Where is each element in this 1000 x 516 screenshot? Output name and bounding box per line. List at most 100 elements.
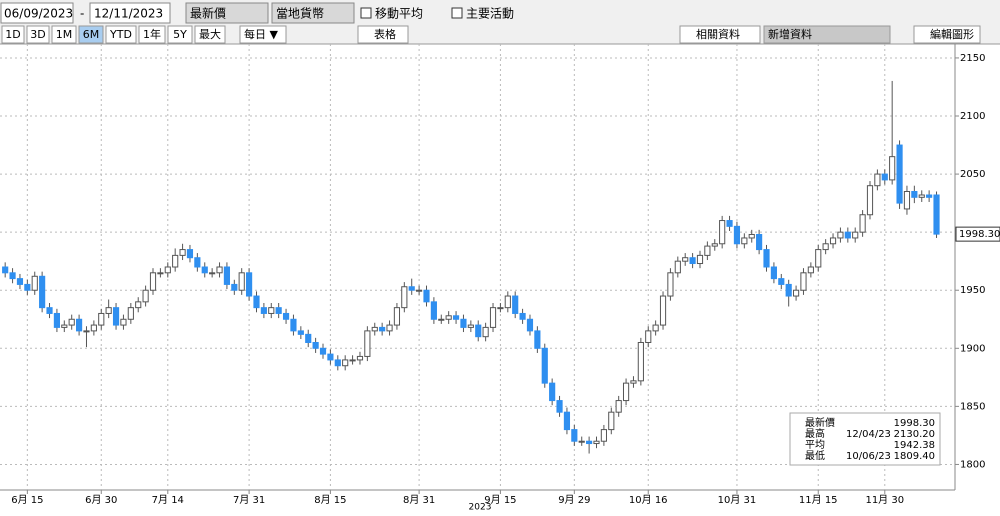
y-tick-label: 2150: [960, 53, 985, 64]
field-select[interactable]: [185, 2, 269, 24]
last-price-box: [955, 226, 1000, 242]
candle-body: [393, 307, 401, 326]
stat-value: 1998.30: [894, 418, 935, 429]
start-date-text: 06/09/2023: [4, 7, 73, 21]
stat-value: 1809.40: [894, 451, 935, 462]
candle-body: [149, 272, 157, 291]
candle-body: [704, 245, 711, 256]
candle-body: [578, 440, 585, 443]
candle-body: [334, 359, 341, 367]
candle-body: [31, 275, 38, 291]
last-price-label: 1998.30: [959, 229, 1000, 240]
range-button[interactable]: [78, 25, 104, 44]
candle-body: [349, 359, 356, 362]
candle-body: [859, 214, 866, 233]
candle-body: [763, 249, 770, 268]
candle-body: [571, 429, 578, 442]
table-text: 表格: [374, 27, 396, 41]
candle-body: [549, 382, 556, 402]
candle-body: [445, 315, 452, 320]
stat-date: 10/06/23: [846, 451, 891, 462]
candle-body: [430, 301, 437, 320]
candle-body: [135, 301, 142, 309]
candle-body: [253, 295, 260, 309]
candle-body: [541, 347, 548, 384]
currency-select[interactable]: [271, 2, 355, 24]
candle-body: [327, 353, 334, 361]
x-tick-label: 8月 31: [403, 494, 435, 506]
candle-body: [416, 289, 423, 292]
candle-body: [342, 359, 349, 367]
stat-date: 12/04/23: [846, 429, 891, 440]
range-button[interactable]: [1, 25, 25, 44]
range-button[interactable]: [105, 25, 137, 44]
add-data-input[interactable]: [763, 25, 891, 44]
candle-body: [622, 382, 630, 402]
range-button[interactable]: [51, 25, 77, 44]
candle-body: [689, 257, 696, 265]
candle-body: [268, 307, 275, 314]
candle-body: [61, 324, 68, 328]
x-tick-label: 11月 30: [865, 494, 904, 506]
range-text: 1M: [56, 28, 73, 41]
candle-body: [615, 400, 622, 413]
candle-body: [127, 307, 134, 320]
range-button[interactable]: [138, 25, 166, 44]
candle-body: [504, 295, 511, 309]
field-text: 最新價: [190, 6, 226, 21]
edit-text: 編輯圖形: [930, 27, 974, 41]
events-checkbox[interactable]: [451, 7, 463, 19]
stat-name: 最低: [805, 449, 825, 462]
candle-body: [105, 307, 112, 314]
candle-body: [918, 194, 925, 198]
range-text: 6M: [83, 28, 100, 41]
stat-name: 最新價: [805, 416, 835, 429]
candle-body: [911, 191, 918, 198]
table-button[interactable]: [357, 25, 409, 44]
candle-body: [319, 347, 327, 355]
dash: -: [80, 7, 84, 21]
candle-body: [460, 318, 467, 328]
candle-body: [16, 278, 24, 285]
range-text: 5Y: [173, 28, 187, 41]
candle-body: [157, 272, 164, 275]
candle-body: [2, 266, 9, 274]
candle-body: [593, 440, 600, 445]
candle-body: [866, 185, 874, 216]
stat-value: 1942.38: [894, 440, 935, 451]
candle-body: [172, 254, 179, 268]
candle-body: [741, 237, 748, 245]
related-button[interactable]: [679, 25, 761, 44]
edit-button[interactable]: [913, 25, 981, 44]
y-tick-label: 1900: [960, 343, 985, 354]
ma-text: 移動平均: [375, 7, 423, 21]
candle-body: [438, 318, 445, 321]
candle-body: [829, 237, 837, 245]
candle-body: [497, 307, 504, 310]
candle-body: [46, 307, 53, 314]
currency-text: 當地貨幣: [276, 6, 324, 21]
frequency-select[interactable]: [239, 25, 287, 44]
x-tick-label: 8月 15: [314, 494, 346, 506]
range-button[interactable]: [26, 25, 50, 44]
candle-body: [756, 233, 763, 251]
start-date[interactable]: [0, 2, 74, 24]
candle-body: [512, 295, 519, 314]
candle-body: [652, 324, 659, 332]
candle-body: [770, 266, 777, 280]
candle-body: [39, 275, 46, 309]
candle-body: [896, 144, 903, 204]
end-date[interactable]: [89, 2, 171, 24]
range-button[interactable]: [167, 25, 193, 44]
candle-body: [223, 266, 231, 285]
ma-checkbox[interactable]: [360, 7, 372, 19]
candle-body: [209, 272, 216, 275]
candle-body: [726, 220, 733, 227]
candle-body: [423, 289, 430, 303]
candle-body: [68, 318, 75, 326]
range-button[interactable]: [194, 25, 226, 44]
candle-body: [379, 326, 386, 332]
x-tick-label: 6月 15: [11, 494, 43, 506]
candle-body: [282, 312, 290, 320]
candle-body: [186, 249, 194, 259]
